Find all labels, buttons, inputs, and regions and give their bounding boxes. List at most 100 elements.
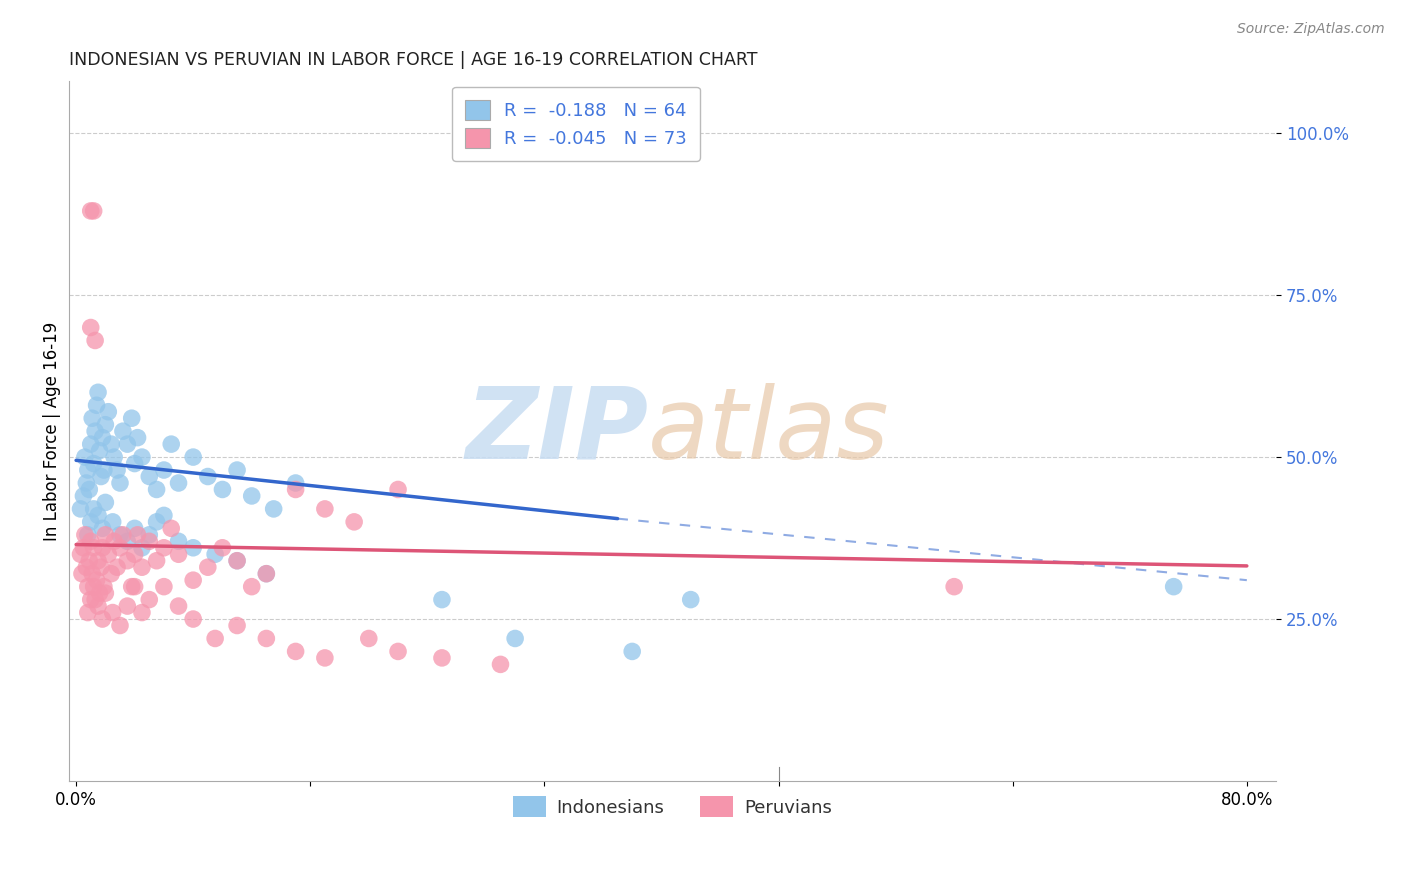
Point <box>103 534 125 549</box>
Point <box>80 203 103 218</box>
Point <box>226 463 249 477</box>
Point <box>1163 580 1185 594</box>
Point <box>76 606 98 620</box>
Point <box>75 475 97 490</box>
Point <box>124 457 146 471</box>
Point <box>87 385 110 400</box>
Point <box>100 437 122 451</box>
Point <box>145 483 167 497</box>
Point <box>84 424 107 438</box>
Point <box>80 437 103 451</box>
Point <box>167 475 190 490</box>
Point <box>80 534 103 549</box>
Text: INDONESIAN VS PERUVIAN IN LABOR FORCE | AGE 16-19 CORRELATION CHART: INDONESIAN VS PERUVIAN IN LABOR FORCE | … <box>69 51 758 69</box>
Point <box>167 599 190 613</box>
Point <box>111 424 134 438</box>
Point <box>211 541 233 555</box>
Point <box>314 651 336 665</box>
Point <box>138 534 160 549</box>
Point <box>121 411 143 425</box>
Point <box>124 547 146 561</box>
Point <box>138 528 160 542</box>
Point <box>131 450 153 464</box>
Point <box>153 541 176 555</box>
Point <box>145 554 167 568</box>
Point <box>226 554 249 568</box>
Point <box>127 431 149 445</box>
Point <box>83 580 105 594</box>
Point <box>127 528 149 542</box>
Point <box>943 580 966 594</box>
Point <box>145 515 167 529</box>
Point <box>108 618 131 632</box>
Point <box>167 547 190 561</box>
Point <box>160 521 183 535</box>
Point <box>124 580 146 594</box>
Point <box>204 547 226 561</box>
Point <box>153 508 176 523</box>
Point <box>167 534 190 549</box>
Point <box>240 489 263 503</box>
Point <box>89 586 111 600</box>
Point <box>108 475 131 490</box>
Point <box>77 554 100 568</box>
Point <box>153 463 176 477</box>
Point <box>101 515 124 529</box>
Point <box>90 560 112 574</box>
Point <box>72 541 94 555</box>
Text: atlas: atlas <box>648 383 890 480</box>
Point <box>93 463 115 477</box>
Legend: Indonesians, Peruvians: Indonesians, Peruvians <box>506 789 839 824</box>
Point <box>80 515 103 529</box>
Point <box>108 528 131 542</box>
Point <box>84 592 107 607</box>
Point <box>108 541 131 555</box>
Point <box>679 592 702 607</box>
Point <box>254 566 277 581</box>
Point <box>387 644 409 658</box>
Point <box>131 560 153 574</box>
Point <box>83 203 105 218</box>
Point <box>86 398 108 412</box>
Point <box>87 508 110 523</box>
Point <box>357 632 380 646</box>
Point <box>105 560 128 574</box>
Point <box>503 632 526 646</box>
Point <box>89 443 111 458</box>
Text: Source: ZipAtlas.com: Source: ZipAtlas.com <box>1237 22 1385 37</box>
Point <box>76 580 98 594</box>
Point <box>254 632 277 646</box>
Point <box>70 566 93 581</box>
Point <box>197 469 219 483</box>
Point <box>121 580 143 594</box>
Point <box>94 586 117 600</box>
Point <box>76 463 98 477</box>
Point <box>105 463 128 477</box>
Point <box>69 547 91 561</box>
Point <box>621 644 644 658</box>
Point <box>254 566 277 581</box>
Point <box>72 489 94 503</box>
Point <box>138 469 160 483</box>
Point <box>80 592 103 607</box>
Point <box>284 483 307 497</box>
Point <box>387 483 409 497</box>
Point <box>263 502 285 516</box>
Text: ZIP: ZIP <box>465 383 648 480</box>
Point <box>160 437 183 451</box>
Point <box>131 606 153 620</box>
Point <box>93 580 115 594</box>
Point <box>131 541 153 555</box>
Point <box>284 475 307 490</box>
Point <box>82 566 104 581</box>
Point <box>197 560 219 574</box>
Point <box>117 437 139 451</box>
Point <box>94 528 117 542</box>
Point <box>73 450 96 464</box>
Point <box>111 528 134 542</box>
Point <box>87 554 110 568</box>
Point <box>204 632 226 646</box>
Point <box>124 521 146 535</box>
Point <box>76 528 98 542</box>
Point <box>153 580 176 594</box>
